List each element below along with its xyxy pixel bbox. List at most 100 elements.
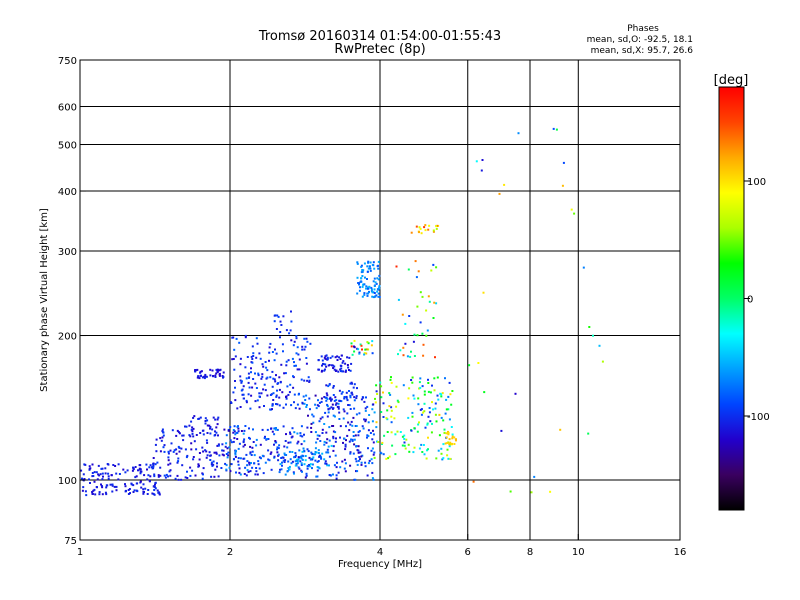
data-point	[142, 490, 145, 493]
data-point	[355, 413, 358, 416]
data-point	[432, 408, 434, 411]
data-point	[394, 433, 397, 436]
data-point	[260, 377, 263, 380]
data-point	[390, 431, 393, 434]
data-point	[324, 357, 327, 360]
data-point	[271, 351, 274, 353]
data-point	[359, 286, 361, 289]
y-tick-label: 500	[58, 141, 77, 152]
data-point	[370, 344, 373, 347]
y-tick-label: 600	[58, 103, 77, 114]
data-point	[424, 224, 427, 227]
data-point	[366, 405, 369, 408]
data-point	[169, 449, 172, 452]
data-point	[382, 416, 385, 418]
data-point	[349, 464, 352, 467]
data-point	[330, 398, 333, 401]
data-point	[260, 457, 262, 460]
data-point	[302, 455, 305, 458]
data-point	[448, 443, 451, 446]
data-point	[176, 429, 179, 432]
data-point	[252, 428, 254, 431]
data-point	[189, 435, 192, 438]
data-point	[444, 442, 447, 445]
data-point	[281, 464, 283, 467]
data-point	[268, 351, 271, 354]
data-point	[319, 417, 322, 420]
data-point	[372, 264, 375, 267]
data-point	[255, 467, 258, 469]
data-point	[256, 399, 259, 402]
data-point	[285, 454, 288, 456]
data-point	[197, 418, 200, 420]
data-point	[268, 359, 270, 362]
data-point	[234, 380, 236, 382]
data-point	[431, 401, 433, 404]
data-point	[323, 396, 326, 398]
data-point	[229, 470, 232, 473]
data-point	[317, 460, 320, 462]
data-point	[328, 464, 330, 467]
data-point	[249, 445, 252, 448]
data-point	[335, 437, 337, 440]
data-point	[261, 363, 264, 366]
data-point	[390, 406, 393, 409]
data-point	[230, 463, 233, 466]
data-point	[339, 368, 342, 371]
data-point	[293, 340, 296, 343]
data-point	[472, 480, 475, 483]
data-point	[372, 478, 375, 481]
data-point	[435, 420, 438, 423]
data-point	[291, 460, 294, 463]
data-point	[366, 341, 369, 344]
data-point	[396, 430, 399, 433]
data-point	[366, 278, 368, 280]
data-point	[316, 460, 319, 463]
data-point	[248, 427, 250, 430]
data-point	[407, 397, 410, 400]
y-tick-label: 400	[58, 187, 77, 198]
data-point	[204, 449, 207, 452]
data-point	[209, 368, 212, 371]
data-point	[368, 414, 371, 416]
data-point	[231, 358, 234, 361]
data-point	[389, 378, 392, 381]
data-point	[97, 464, 100, 467]
data-point	[159, 437, 162, 440]
data-point	[195, 448, 198, 451]
data-point	[363, 262, 366, 265]
data-point	[112, 464, 115, 466]
data-point	[451, 433, 454, 436]
data-point	[273, 455, 276, 458]
data-point	[367, 348, 370, 351]
data-point	[300, 462, 303, 465]
data-point	[221, 453, 224, 456]
data-point	[212, 416, 215, 419]
data-point	[308, 456, 311, 459]
data-point	[336, 461, 338, 464]
data-point	[377, 441, 380, 443]
data-point	[295, 352, 298, 355]
data-point	[367, 267, 370, 270]
data-point	[444, 412, 447, 415]
data-point	[428, 300, 431, 303]
data-point	[305, 357, 308, 359]
data-point	[359, 451, 362, 454]
data-point	[186, 477, 189, 479]
data-point	[303, 463, 306, 466]
data-point	[294, 452, 297, 455]
data-point	[410, 429, 413, 432]
data-point	[280, 468, 283, 471]
data-point	[286, 446, 289, 449]
data-point	[148, 466, 151, 469]
colorbar-unit-label: [deg]	[714, 73, 749, 88]
data-point	[339, 364, 342, 367]
data-point	[328, 426, 331, 429]
data-point	[426, 449, 428, 452]
data-point	[181, 464, 184, 467]
data-point	[390, 376, 392, 379]
data-point	[366, 287, 369, 290]
data-point	[305, 337, 308, 340]
data-point	[89, 467, 92, 470]
data-point	[293, 364, 296, 367]
